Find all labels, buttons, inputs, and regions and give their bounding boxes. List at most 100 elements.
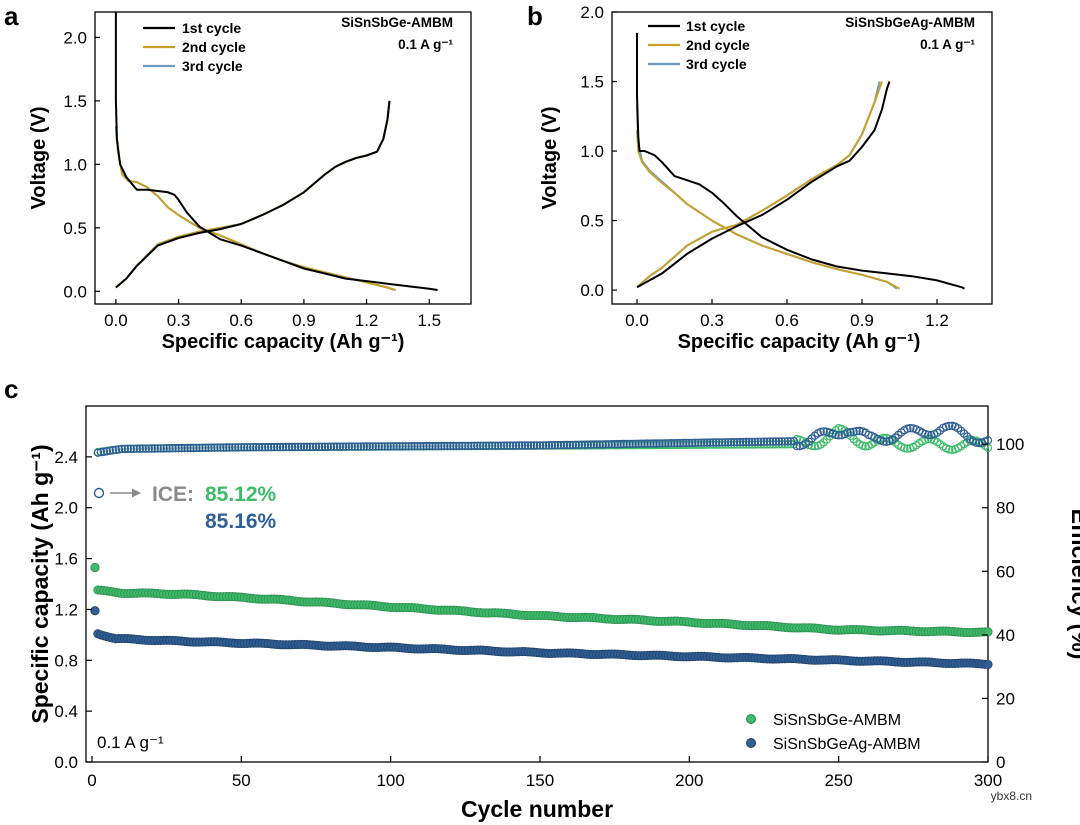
panel-c-series-2-efficiency-point xyxy=(252,443,261,452)
panel-c-series-2-efficiency-point xyxy=(831,430,840,439)
panel-c-series-2-efficiency-point xyxy=(879,437,888,446)
panel-c-series-2-efficiency-point xyxy=(816,427,825,437)
panel-c-series-2-efficiency-point xyxy=(974,438,984,448)
panel-c-series-2-efficiency-point xyxy=(646,439,655,448)
panel-c-series-2-efficiency-point xyxy=(482,441,491,450)
panel-c-series-2-efficiency-point xyxy=(562,440,572,450)
panel-c-series-2-efficiency-point xyxy=(655,439,664,448)
panel-c-series-2-efficiency-point xyxy=(580,440,590,449)
panel-c-series-2-efficiency-point xyxy=(329,442,339,451)
panel-c-series-2-efficiency-point xyxy=(287,442,297,452)
panel-c-series-2-efficiency-point xyxy=(99,447,109,456)
panel-c-series-2-efficiency-point xyxy=(661,439,670,448)
panel-c-series-2-efficiency-point xyxy=(532,441,542,450)
panel-c-series-2-efficiency-point xyxy=(207,443,216,452)
panel-c-series-2-efficiency-point xyxy=(505,441,515,450)
panel-b-xtick-label: 0.0 xyxy=(625,311,649,330)
panel-b-legend-label-2: 2nd cycle xyxy=(686,37,750,53)
panel-c-series-2-efficiency-point xyxy=(150,444,159,453)
panel-c-series-2-efficiency-point xyxy=(380,442,389,451)
panel-c-series-2-efficiency-point xyxy=(395,442,404,451)
panel-c-series-2-efficiency-point xyxy=(667,439,676,448)
panel-c-series-2-efficiency-point xyxy=(792,441,802,451)
panel-c-xticks: 0 50 100 150 200 250 300 xyxy=(87,756,1002,790)
panel-c-series-2-efficiency-point xyxy=(852,427,861,436)
panel-c-series-2-efficiency-point xyxy=(162,444,171,453)
panel-c-series-2-efficiency-point xyxy=(523,441,533,450)
panel-c-series-2-efficiency-point xyxy=(290,442,300,452)
panel-c-series-2-efficiency-point xyxy=(353,442,362,451)
panel-c-series-2-efficiency-point xyxy=(311,442,321,451)
panel-c-series-2-efficiency-point xyxy=(195,443,204,453)
panel-c-series-2-efficiency-point xyxy=(849,427,858,436)
panel-c-legend-label-1: SiSnSbGe-AMBM xyxy=(773,712,901,729)
panel-c-series-2-efficiency-point xyxy=(473,441,482,450)
panel-c-series-2-efficiency-point xyxy=(721,438,730,447)
panel-c-series-2-efficiency-point xyxy=(586,440,596,449)
panel-letter-c: c xyxy=(4,374,18,404)
panel-b-ytick-label: 0.0 xyxy=(580,281,604,300)
panel-c-series-2-efficiency-point xyxy=(511,441,521,450)
panel-c-series-2-efficiency-point xyxy=(225,443,234,452)
panel-c-series-2-efficiency-point xyxy=(222,443,231,452)
panel-c-series-2-efficiency-point xyxy=(703,438,712,447)
panel-c-series-2-efficiency-point xyxy=(529,441,539,450)
panel-c-series-2-efficiency-point xyxy=(458,441,467,451)
panel-c-series-2-efficiency-point xyxy=(407,442,416,451)
panel-c-series-2-efficiency-point xyxy=(281,442,291,452)
panel-c-series-2-efficiency-point xyxy=(449,441,458,451)
panel-c-series-2-efficiency-point xyxy=(488,441,497,450)
panel-c-series-2-efficiency-point xyxy=(105,446,115,455)
panel-c-xtick-label: 50 xyxy=(232,771,251,790)
panel-c-series-2-efficiency-point xyxy=(186,443,195,453)
panel-c-series-2-efficiency-point xyxy=(419,442,428,451)
panel-c-series-2-efficiency-point xyxy=(738,437,748,447)
panel-c-y2tick-label: 20 xyxy=(996,689,1015,708)
panel-c-series-2-efficiency-point xyxy=(261,443,270,452)
panel-c-legend-label-2: SiSnSbGeAg-AMBM xyxy=(773,736,921,753)
panel-c-chart: 0 50 100 150 200 250 300 0.00.40.81.21.62.02.4… xyxy=(27,405,1080,822)
panel-c-series-2-efficiency-point xyxy=(180,443,189,453)
panel-c-series-2-efficiency-point xyxy=(619,439,628,449)
panel-c-series-2-efficiency-point xyxy=(377,442,386,451)
panel-c-series-2-efficiency-point xyxy=(440,441,449,451)
panel-c-series-2-efficiency-point xyxy=(270,442,279,452)
panel-c-series-2-efficiency-point xyxy=(589,440,598,449)
panel-c-series-2-efficiency-point xyxy=(691,438,700,447)
panel-a-ytick-label: 1.0 xyxy=(63,155,87,174)
panel-c-series-2-efficiency-point xyxy=(183,443,192,453)
panel-c-series-2-efficiency-point xyxy=(422,441,431,451)
panel-c-legend: SiSnSbGe-AMBM SiSnSbGeAg-AMBM xyxy=(746,712,921,753)
panel-c-series-2-efficiency-point xyxy=(135,444,144,453)
panel-c-series-2-efficiency-point xyxy=(434,441,443,451)
panel-c-series-2-efficiency-point xyxy=(544,441,554,450)
panel-c-series-2-efficiency-point xyxy=(305,442,315,452)
panel-c-ytick-label: 0.8 xyxy=(54,651,78,670)
panel-a-xtick-label: 1.5 xyxy=(417,311,441,330)
panel-c-xtick-label: 300 xyxy=(974,771,1002,790)
panel-c-series-2-efficiency-point xyxy=(526,441,536,450)
panel-c-series-2-efficiency-point xyxy=(625,439,634,449)
panel-c-series-2-efficiency-point xyxy=(335,442,345,451)
panel-c-series-2-efficiency-point xyxy=(338,442,348,451)
panel-c-y2ticks: 0 20 40 60 80 100 xyxy=(982,435,1024,772)
panel-c-series-2-efficiency-point xyxy=(604,440,613,449)
panel-a-xticks: 0.0 0.3 0.6 0.9 1.2 1.5 xyxy=(104,299,441,330)
panel-a-series-3-discharge-line xyxy=(114,126,395,291)
panel-c-series-2-efficiency-point xyxy=(616,439,625,449)
panel-c-series-2-efficiency-point xyxy=(706,438,715,447)
panel-c-annotation: 0.1 A g⁻¹ xyxy=(97,733,164,752)
panel-c-series-2-efficiency-point xyxy=(258,443,267,452)
panel-c-series-2-efficiency-point xyxy=(535,441,545,450)
panel-a-series-1-charge-line xyxy=(115,100,391,289)
panel-c-series-2-efficiency-point xyxy=(747,437,757,447)
watermark: ybx8.cn xyxy=(991,789,1032,803)
panel-c-series-1-efficiency-point xyxy=(810,442,820,451)
ice-marker xyxy=(93,487,105,499)
panel-c-series-2-efficiency-point xyxy=(320,442,330,451)
panel-c-series-1-efficiency-point xyxy=(945,445,954,454)
panel-b-ytick-label: 2.0 xyxy=(580,3,604,22)
panel-c-series-2-efficiency-point xyxy=(147,444,156,453)
panel-c-series-2-efficiency-point xyxy=(111,445,121,455)
